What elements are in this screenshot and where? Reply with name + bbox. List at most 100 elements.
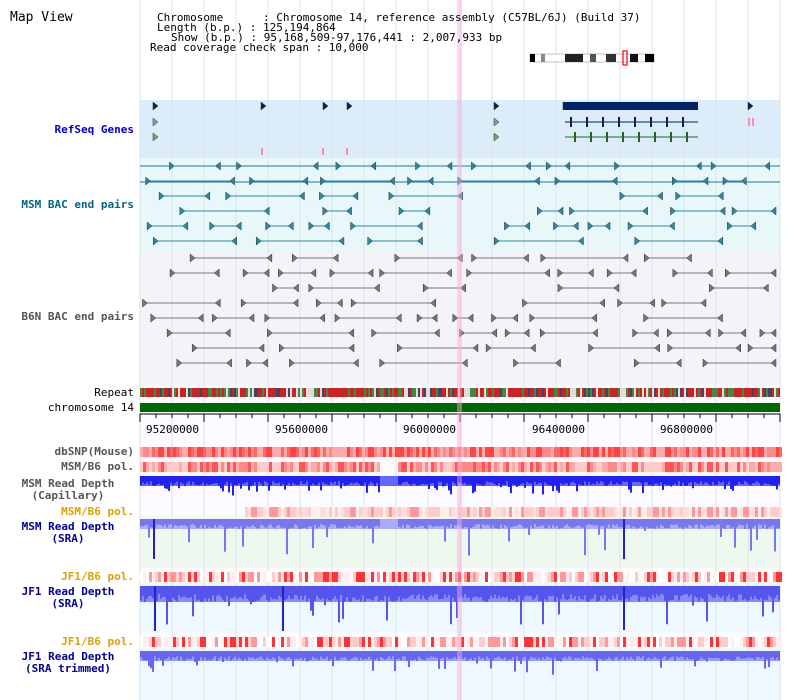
depth-bar [248, 476, 250, 491]
heat-cell [224, 572, 227, 582]
heat-cell [182, 447, 185, 457]
depth-bar [548, 519, 550, 526]
heat-cell [656, 462, 659, 472]
track-label-msm-read-depth-capillary[interactable]: MSM Read Depth (Capillary) [21, 477, 115, 502]
feature-arrow [667, 343, 674, 353]
depth-bar [714, 651, 716, 658]
repeat-cell [194, 388, 196, 397]
track-label-msm-b6-pol[interactable]: MSM/B6 pol. [61, 460, 134, 473]
heat-cell [383, 572, 386, 582]
depth-bar [242, 651, 244, 661]
repeat-cell [538, 388, 540, 397]
heat-cell [749, 637, 752, 647]
feature-arrow [446, 268, 452, 278]
heat-cell [734, 572, 737, 582]
depth-bar [334, 519, 336, 525]
depth-bar [162, 586, 164, 597]
heat-cell [257, 462, 260, 472]
depth-bar [336, 476, 338, 485]
depth-bar [548, 586, 550, 597]
depth-bar [504, 586, 506, 598]
heat-cell [707, 507, 710, 517]
heat-cell [632, 462, 635, 472]
depth-bar [560, 586, 562, 600]
heat-cell [533, 462, 536, 472]
track-label-refseq-genes[interactable]: RefSeq Genes [54, 123, 134, 136]
repeat-cell [770, 388, 772, 397]
track-label-msm-read-depth-sra[interactable]: MSM Read Depth (SRA) [21, 520, 115, 545]
heat-cell [461, 637, 464, 647]
feature-arrow [226, 358, 232, 368]
depth-bar [434, 586, 436, 595]
depth-bar [200, 651, 202, 658]
depth-bar [488, 586, 490, 600]
repeat-cell [486, 388, 488, 397]
depth-bar [578, 476, 580, 485]
heat-cell [422, 637, 425, 647]
track-features[interactable] [139, 101, 782, 675]
track-label-jf1-b6-pol-2[interactable]: JF1/B6 pol. [61, 635, 134, 648]
depth-bar [734, 586, 736, 602]
depth-bar [666, 519, 668, 528]
depth-bar [608, 586, 610, 599]
track-label-msm-bac[interactable]: MSM BAC end pairs [21, 198, 134, 211]
feature-arrow [513, 358, 519, 368]
depth-bar [164, 476, 166, 489]
heat-cell [767, 462, 770, 472]
heat-cell [320, 637, 323, 647]
heat-cell [434, 462, 437, 472]
depth-bar [680, 476, 682, 486]
heat-cell [419, 462, 422, 472]
heat-cell [395, 572, 398, 582]
track-label-jf1-read-depth-sra[interactable]: JF1 Read Depth (SRA) [21, 585, 115, 610]
heat-cell [602, 572, 605, 582]
heat-cell [320, 572, 323, 582]
depth-bar [484, 651, 486, 661]
repeat-cell [326, 388, 328, 397]
depth-bar [754, 519, 756, 526]
chromosome-ideogram[interactable] [529, 50, 655, 66]
heat-cell [737, 507, 740, 517]
depth-bar [776, 519, 778, 529]
depth-bar [674, 586, 676, 595]
depth-bar [324, 651, 326, 659]
track-label-jf1-read-depth-trimmed[interactable]: JF1 Read Depth (SRA trimmed) [21, 650, 115, 675]
track-label-repeat[interactable]: Repeat [94, 386, 134, 399]
heat-cell [287, 447, 290, 457]
track-label-chromosome[interactable]: chromosome 14 [47, 401, 134, 414]
depth-bar [164, 651, 166, 660]
depth-bar [752, 651, 754, 659]
depth-bar [778, 586, 780, 601]
depth-bar [460, 651, 462, 659]
feature-arrow [524, 221, 531, 231]
heat-cell [164, 462, 167, 472]
heat-cell [530, 447, 533, 457]
depth-bar [444, 519, 446, 542]
repeat-cell [344, 388, 346, 397]
feature-arrow [166, 328, 173, 338]
track-label-b6n-bac[interactable]: B6N BAC end pairs [21, 310, 134, 323]
heat-cell [380, 572, 383, 582]
depth-bar [664, 519, 666, 529]
heat-cell [458, 507, 461, 517]
heat-cell [455, 637, 458, 647]
repeat-cell [240, 388, 242, 397]
depth-bar [198, 586, 200, 600]
feature-arrow [702, 358, 709, 368]
depth-bar [160, 651, 162, 661]
track-label-msm-b6-pol-2[interactable]: MSM/B6 pol. [61, 505, 134, 518]
heat-cell [722, 572, 725, 582]
depth-bar [660, 586, 662, 595]
heat-cell [650, 462, 653, 472]
depth-bar [458, 586, 460, 599]
heat-cell [398, 637, 401, 647]
heat-cell [605, 447, 608, 457]
depth-bar [608, 519, 610, 525]
track-label-jf1-b6-pol[interactable]: JF1/B6 pol. [61, 570, 134, 583]
heat-cell [242, 572, 245, 582]
track-label-dbsnp[interactable]: dbSNP(Mouse) [54, 445, 134, 458]
depth-bar [466, 586, 468, 598]
repeat-cell [690, 388, 692, 397]
depth-bar [612, 476, 614, 485]
